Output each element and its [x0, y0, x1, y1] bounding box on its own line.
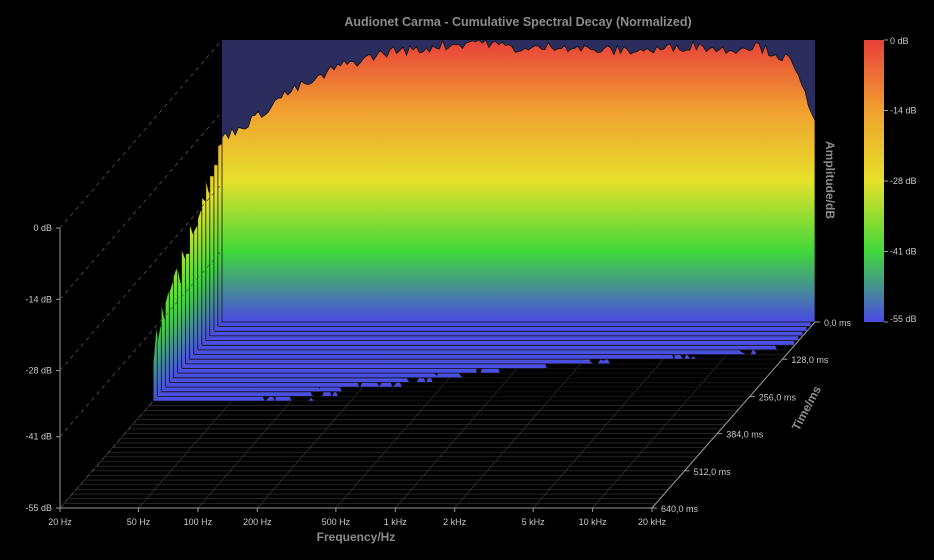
y-tick-label: -28 dB — [25, 366, 52, 376]
y-axis-title: Amplitude/dB — [823, 141, 837, 219]
x-tick-label: 2 kHz — [443, 517, 467, 527]
decay-slice — [221, 39, 816, 323]
x-tick-label: 10 kHz — [579, 517, 608, 527]
y-guide-line — [59, 183, 223, 371]
y-guide-line — [59, 111, 223, 300]
z-tick-label: 512,0 ms — [694, 467, 732, 477]
y-tick-label: -55 dB — [25, 503, 52, 513]
z-tick-label: 384,0 ms — [726, 430, 764, 440]
y-guide-line — [59, 39, 223, 229]
x-tick-label: 20 Hz — [48, 517, 72, 527]
y-tick-label: -41 dB — [25, 432, 52, 442]
colorbar-tick-label: -55 dB — [890, 314, 917, 324]
chart-title: Audionet Carma - Cumulative Spectral Dec… — [344, 15, 691, 29]
y-guide-line — [59, 321, 223, 509]
colorbar — [864, 40, 884, 322]
colorbar-tick-label: -41 dB — [890, 247, 917, 257]
y-tick-label: 0 dB — [33, 223, 52, 233]
x-tick-label: 5 kHz — [522, 517, 546, 527]
colorbar-labels: 0 dB -14 dB -28 dB -41 dB -55 dB — [884, 36, 917, 324]
decay-slices-layer — [152, 39, 816, 403]
labels-layer: 20 Hz 50 Hz 100 Hz 200 Hz 500 Hz 1 kHz 2 kHz 5 … — [25, 223, 851, 527]
z-axis-title: Time/ms — [789, 383, 824, 433]
x-tick-label: 1 kHz — [384, 517, 408, 527]
colorbar-tick-label: 0 dB — [890, 36, 909, 46]
z-axis-line — [651, 321, 816, 509]
z-tick-label: 640,0 ms — [661, 504, 699, 514]
z-tick-label: 256,0 ms — [759, 392, 797, 402]
y-guide-line — [59, 249, 223, 437]
x-tick-label: 500 Hz — [322, 517, 351, 527]
axes-layer — [59, 39, 816, 509]
x-axis-title: Frequency/Hz — [317, 530, 396, 544]
z-tick-label: 0,0 ms — [824, 318, 852, 328]
x-tick-label: 50 Hz — [127, 517, 151, 527]
x-tick-label: 100 Hz — [184, 517, 213, 527]
colorbar-tick-label: -28 dB — [890, 176, 917, 186]
x-tick-label: 20 kHz — [638, 517, 667, 527]
colorbar-tick-label: -14 dB — [890, 106, 917, 116]
y-tick-label: -14 dB — [25, 294, 52, 304]
x-tick-label: 200 Hz — [243, 517, 272, 527]
z-tick-label: 128,0 ms — [791, 355, 829, 365]
